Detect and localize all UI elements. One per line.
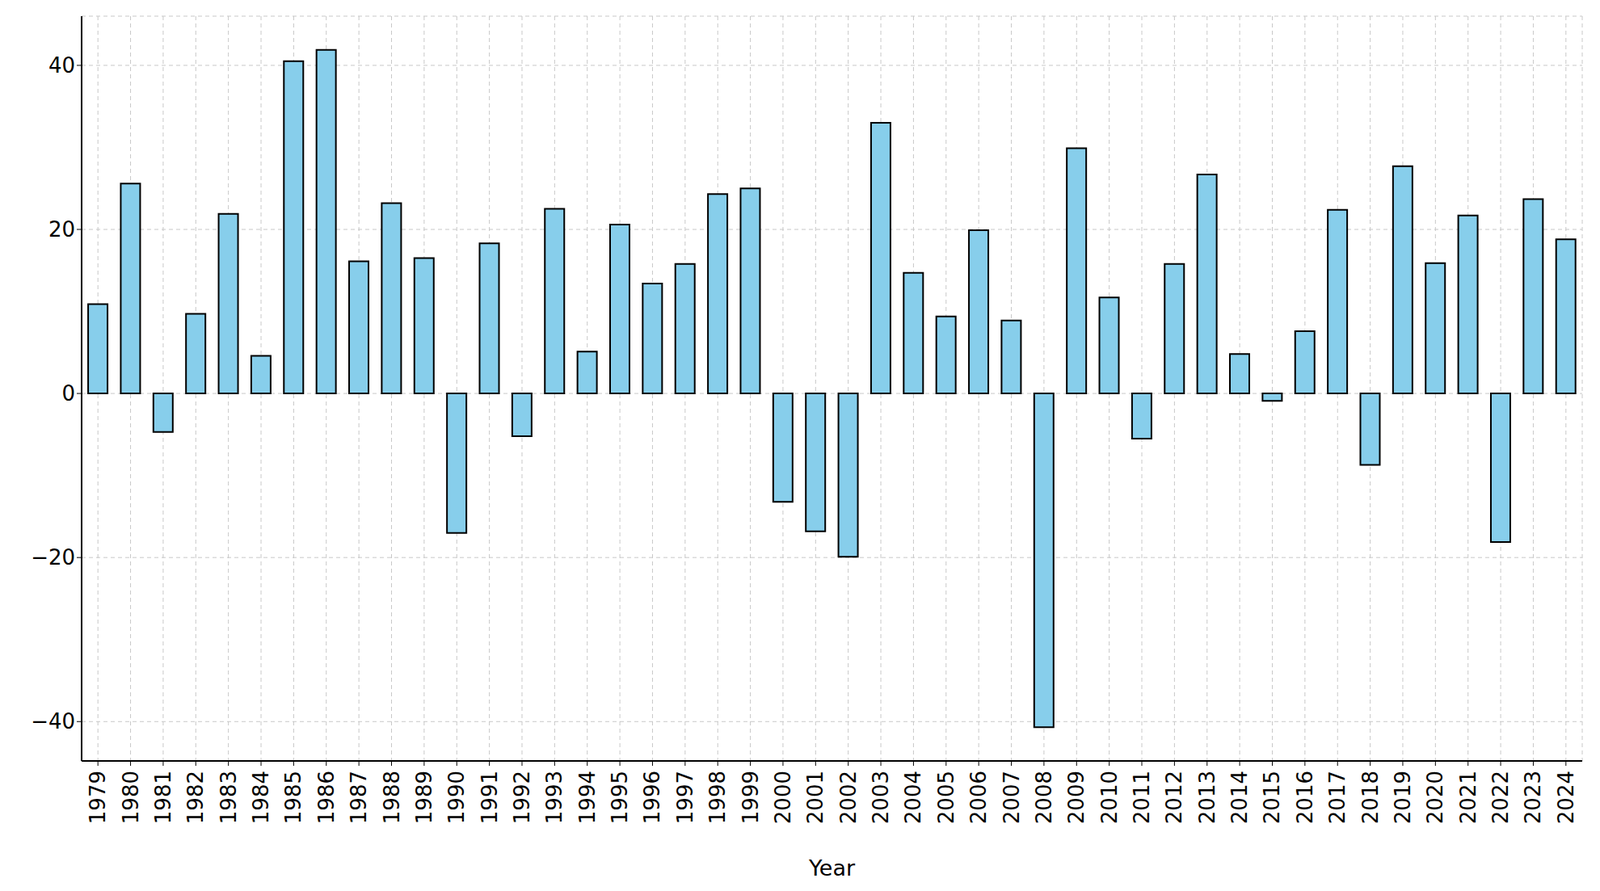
svg-text:1989: 1989 <box>412 770 437 825</box>
svg-text:1997: 1997 <box>673 770 698 825</box>
svg-text:1993: 1993 <box>542 770 567 825</box>
svg-text:2003: 2003 <box>868 770 893 825</box>
svg-text:2017: 2017 <box>1325 770 1350 825</box>
svg-text:1985: 1985 <box>281 770 306 825</box>
svg-text:1990: 1990 <box>444 770 469 825</box>
svg-text:1980: 1980 <box>118 770 144 825</box>
svg-text:1992: 1992 <box>509 770 535 825</box>
svg-text:2011: 2011 <box>1129 770 1154 825</box>
svg-text:−20: −20 <box>30 545 76 570</box>
svg-text:2021: 2021 <box>1456 770 1481 825</box>
svg-text:2018: 2018 <box>1358 770 1383 825</box>
svg-text:1987: 1987 <box>346 770 371 825</box>
svg-text:2002: 2002 <box>836 770 861 825</box>
svg-text:2000: 2000 <box>770 770 796 825</box>
svg-text:40: 40 <box>48 53 76 78</box>
svg-text:1983: 1983 <box>216 770 241 825</box>
svg-text:2023: 2023 <box>1520 770 1546 825</box>
svg-text:1981: 1981 <box>151 770 176 825</box>
svg-text:1979: 1979 <box>85 770 110 825</box>
svg-text:1996: 1996 <box>640 770 665 825</box>
svg-text:2014: 2014 <box>1227 770 1252 825</box>
svg-text:Year: Year <box>808 855 856 881</box>
svg-text:2009: 2009 <box>1064 770 1089 825</box>
svg-text:2012: 2012 <box>1162 770 1187 825</box>
svg-text:2016: 2016 <box>1292 770 1318 825</box>
svg-text:1998: 1998 <box>705 770 730 825</box>
svg-text:1988: 1988 <box>379 770 405 825</box>
svg-text:2020: 2020 <box>1423 770 1448 825</box>
svg-text:2024: 2024 <box>1553 770 1579 825</box>
svg-text:2007: 2007 <box>999 770 1024 825</box>
svg-text:1984: 1984 <box>248 770 274 825</box>
svg-text:0: 0 <box>61 381 76 406</box>
svg-text:2019: 2019 <box>1390 770 1415 825</box>
svg-text:−40: −40 <box>30 709 76 734</box>
svg-text:1991: 1991 <box>477 770 502 825</box>
svg-text:2001: 2001 <box>803 770 828 825</box>
svg-text:2005: 2005 <box>934 770 959 825</box>
svg-text:1986: 1986 <box>314 770 339 825</box>
svg-text:2008: 2008 <box>1031 770 1057 825</box>
svg-text:20: 20 <box>48 217 76 242</box>
svg-text:1994: 1994 <box>575 770 600 825</box>
svg-text:2015: 2015 <box>1259 770 1285 825</box>
svg-text:2006: 2006 <box>966 770 991 825</box>
svg-text:1995: 1995 <box>607 770 632 825</box>
svg-text:1999: 1999 <box>738 770 763 825</box>
svg-text:2004: 2004 <box>901 770 926 825</box>
svg-text:2013: 2013 <box>1195 770 1220 825</box>
svg-text:1982: 1982 <box>183 770 208 825</box>
svg-text:2010: 2010 <box>1097 770 1122 825</box>
svg-text:2022: 2022 <box>1488 770 1513 825</box>
